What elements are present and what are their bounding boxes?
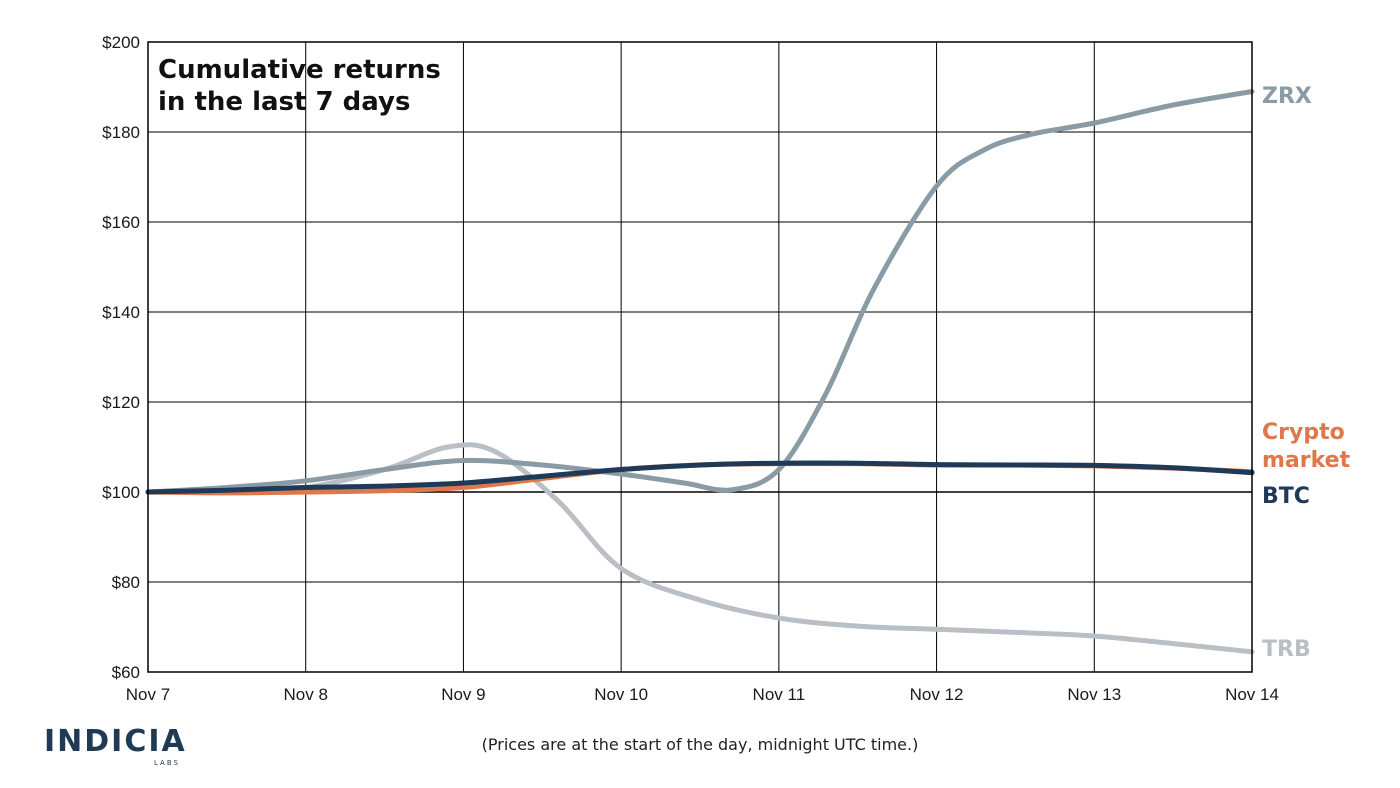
series-label: market xyxy=(1262,448,1351,473)
series-line-trb xyxy=(145,442,1255,655)
series-label: TRB xyxy=(1262,637,1311,662)
x-tick-label: Nov 10 xyxy=(594,685,648,704)
x-tick-label: Nov 11 xyxy=(753,685,806,704)
y-tick-label: $100 xyxy=(102,483,140,502)
chart-title-line: in the last 7 days xyxy=(158,87,410,117)
x-tick-label: Nov 12 xyxy=(910,685,964,704)
y-axis-ticks: $60 $80 $100 $120 $140 $160 $180 $200 xyxy=(102,33,140,682)
y-tick-label: $60 xyxy=(112,663,140,682)
x-tick-label: Nov 9 xyxy=(441,685,485,704)
y-tick-label: $200 xyxy=(102,33,140,52)
footnote-text: (Prices are at the start of the day, mid… xyxy=(481,735,919,754)
plot-area xyxy=(148,42,1252,672)
series-line-btc xyxy=(145,460,1255,495)
series-layer xyxy=(145,89,1255,655)
x-tick-label: Nov 14 xyxy=(1225,685,1279,704)
x-tick-label: Nov 8 xyxy=(284,685,328,704)
x-tick-label: Nov 7 xyxy=(126,685,170,704)
y-tick-label: $140 xyxy=(102,303,140,322)
indicia-logo: INDICIA LABS xyxy=(44,724,187,772)
series-label: Crypto xyxy=(1262,420,1345,445)
plot-border xyxy=(147,41,1253,673)
series-label: ZRX xyxy=(1262,84,1312,109)
y-tick-label: $160 xyxy=(102,213,140,232)
series-label: BTC xyxy=(1262,484,1310,509)
logo-wordmark: INDICIA xyxy=(44,724,187,759)
y-tick-label: $180 xyxy=(102,123,140,142)
x-axis-ticks: Nov 7 Nov 8 Nov 9 Nov 10 Nov 11 Nov 12 Nov 13 N… xyxy=(126,685,1279,704)
series-labels: ZRX Crypto market BTC TRB xyxy=(1262,84,1351,662)
y-tick-label: $80 xyxy=(112,573,140,592)
y-tick-label: $120 xyxy=(102,393,140,412)
logo-subtitle: LABS xyxy=(154,759,180,767)
x-tick-label: Nov 13 xyxy=(1067,685,1121,704)
series-line-zrx xyxy=(145,89,1255,495)
chart-title-line: Cumulative returns xyxy=(158,55,441,85)
footnote: (Prices are at the start of the day, mid… xyxy=(0,735,1400,754)
